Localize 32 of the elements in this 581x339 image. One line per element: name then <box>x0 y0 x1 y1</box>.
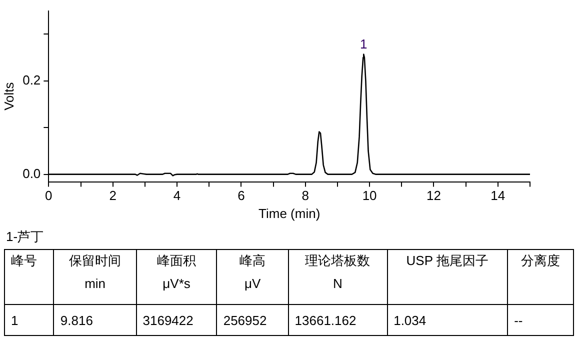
y-axis-title: Volts <box>1 82 16 110</box>
text: -- <box>514 312 523 328</box>
x-tick-label: 14 <box>490 188 506 204</box>
x-tick-label: 10 <box>362 188 377 204</box>
text: 1 <box>11 312 18 328</box>
category-label: 理论塔板数 <box>304 252 372 270</box>
text: min <box>84 276 106 291</box>
x-tick-label: 4 <box>173 188 181 204</box>
text: 256952 <box>223 312 267 328</box>
text: 13661.162 <box>294 312 356 328</box>
text: μV*s <box>162 276 190 291</box>
text: μV <box>244 276 261 291</box>
x-tick-label: 2 <box>109 188 116 204</box>
category-label: 保留时间 <box>68 252 122 270</box>
text: 1.034 <box>394 312 426 328</box>
text: 3169422 <box>142 312 194 328</box>
text: N <box>332 276 342 291</box>
category-label: 峰高 <box>238 252 267 270</box>
x-tick-label: 12 <box>426 188 441 204</box>
x-tick-label: 6 <box>238 188 245 204</box>
y-tick-label: 0.0 <box>22 166 41 181</box>
x-tick-label: 8 <box>302 188 309 204</box>
x-axis-title: Time (min) <box>258 206 320 221</box>
y-tick-label: 0.2 <box>22 72 41 88</box>
category-label: USP 拖尾因子 <box>405 252 490 270</box>
category-label: 峰号 <box>11 252 38 270</box>
category-label: 峰面积 <box>156 252 198 270</box>
x-tick-label: 0 <box>45 188 52 204</box>
text: 1-芦丁 <box>6 228 44 246</box>
category-label: 分离度 <box>520 252 562 270</box>
annotation: 1 <box>360 36 368 52</box>
text: 9.816 <box>60 312 93 328</box>
